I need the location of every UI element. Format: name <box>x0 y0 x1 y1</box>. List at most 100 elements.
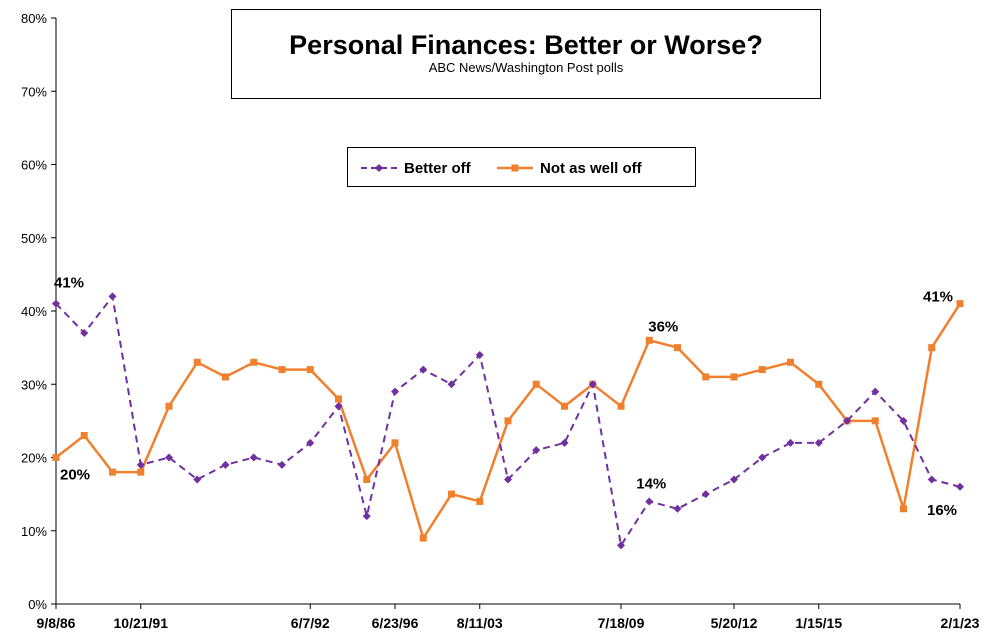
point-better-off <box>645 497 654 506</box>
point-better-off <box>278 460 286 469</box>
x-tick-label: 7/18/09 <box>598 615 645 631</box>
point-better-off <box>362 512 371 521</box>
point-better-off <box>221 460 230 469</box>
point-not-as-well-off <box>137 468 145 476</box>
point-not-as-well-off <box>758 366 766 374</box>
chart-subtitle: ABC News/Washington Post polls <box>428 60 624 75</box>
point-not-as-well-off <box>476 497 484 505</box>
point-not-as-well-off <box>222 373 229 381</box>
point-better-off <box>814 438 823 447</box>
chart-title-box: Personal Finances: Better or Worse? ABC … <box>231 9 821 99</box>
point-not-as-well-off <box>278 366 286 374</box>
legend-swatch-better-off <box>361 164 397 172</box>
data-label: 14% <box>636 475 666 492</box>
point-better-off <box>419 365 428 374</box>
point-better-off <box>532 446 541 455</box>
chart-title: Personal Finances: Better or Worse? <box>289 30 763 60</box>
chart-legend: Better off Not as well off <box>347 147 696 187</box>
legend-item-not-as-well-off: Not as well off <box>496 158 642 178</box>
point-better-off <box>52 299 60 308</box>
y-tick-label: 20% <box>21 451 47 466</box>
legend-label-not-as-well-off: Not as well off <box>540 159 642 177</box>
point-better-off <box>730 475 738 484</box>
x-tick-label: 1/15/15 <box>795 615 842 631</box>
x-tick-label: 10/21/91 <box>114 615 169 631</box>
point-better-off <box>871 387 880 396</box>
point-not-as-well-off <box>730 373 738 381</box>
data-label: 16% <box>927 502 957 519</box>
point-not-as-well-off <box>306 366 314 374</box>
x-tick-label: 9/8/86 <box>37 615 76 631</box>
point-not-as-well-off <box>193 358 201 366</box>
data-label: 36% <box>648 318 678 335</box>
point-better-off <box>475 350 484 359</box>
x-tick-label: 6/23/96 <box>372 615 419 631</box>
point-not-as-well-off <box>561 402 568 410</box>
point-better-off <box>899 416 908 425</box>
point-not-as-well-off <box>504 417 512 425</box>
point-not-as-well-off <box>363 475 371 483</box>
point-better-off <box>447 380 456 389</box>
point-better-off <box>673 504 682 513</box>
point-not-as-well-off <box>674 344 681 352</box>
point-better-off <box>193 475 202 484</box>
point-better-off <box>758 453 767 462</box>
point-not-as-well-off <box>702 373 710 381</box>
x-tick-label: 2/1/23 <box>941 615 980 631</box>
y-tick-label: 30% <box>21 377 47 392</box>
legend-item-better-off: Better off <box>360 158 471 178</box>
point-not-as-well-off <box>109 468 116 476</box>
point-not-as-well-off <box>928 344 936 352</box>
y-tick-label: 70% <box>21 84 47 99</box>
x-tick-label: 6/7/92 <box>291 615 330 631</box>
point-better-off <box>165 453 173 462</box>
y-tick-label: 50% <box>21 231 47 246</box>
point-better-off <box>136 460 145 469</box>
point-better-off <box>560 438 569 447</box>
point-better-off <box>588 380 597 389</box>
point-not-as-well-off <box>645 336 653 344</box>
point-not-as-well-off <box>250 358 258 366</box>
data-label: 41% <box>923 289 953 306</box>
legend-label-better-off: Better off <box>404 159 471 177</box>
point-better-off <box>617 541 625 550</box>
point-not-as-well-off <box>335 395 342 403</box>
point-not-as-well-off <box>52 454 60 461</box>
y-tick-label: 10% <box>21 524 47 539</box>
point-better-off <box>956 482 964 491</box>
point-not-as-well-off <box>80 432 88 440</box>
plot-area: 0% 10% 20% 30% 40% 50% 60% 70% 80% 9/8/86 10/21/91… <box>21 11 980 631</box>
point-better-off <box>249 453 258 462</box>
point-not-as-well-off <box>871 417 879 425</box>
point-not-as-well-off <box>448 490 455 498</box>
legend-swatch-not-as-well-off <box>497 164 533 172</box>
point-not-as-well-off <box>391 439 399 447</box>
point-not-as-well-off <box>815 380 823 388</box>
point-better-off <box>334 402 343 411</box>
point-better-off <box>927 475 936 484</box>
point-better-off <box>108 292 117 301</box>
point-better-off <box>504 475 512 484</box>
point-better-off <box>80 328 89 337</box>
point-not-as-well-off <box>900 505 907 513</box>
y-tick-label: 60% <box>21 158 47 173</box>
point-not-as-well-off <box>165 402 173 410</box>
point-not-as-well-off <box>532 380 540 388</box>
point-not-as-well-off <box>419 534 427 542</box>
point-better-off <box>786 438 795 447</box>
data-label: 41% <box>54 275 84 292</box>
y-tick-label: 0% <box>28 597 47 612</box>
data-label: 20% <box>60 467 90 484</box>
y-tick-label: 40% <box>21 304 47 319</box>
point-not-as-well-off <box>787 358 794 366</box>
point-better-off <box>843 416 851 425</box>
point-not-as-well-off <box>956 300 964 308</box>
x-tick-label: 8/11/03 <box>457 615 503 631</box>
point-better-off <box>391 387 399 396</box>
point-better-off <box>306 438 315 447</box>
y-tick-label: 80% <box>21 11 47 26</box>
point-not-as-well-off <box>617 402 625 410</box>
point-better-off <box>701 490 710 499</box>
x-tick-label: 5/20/12 <box>711 615 758 631</box>
